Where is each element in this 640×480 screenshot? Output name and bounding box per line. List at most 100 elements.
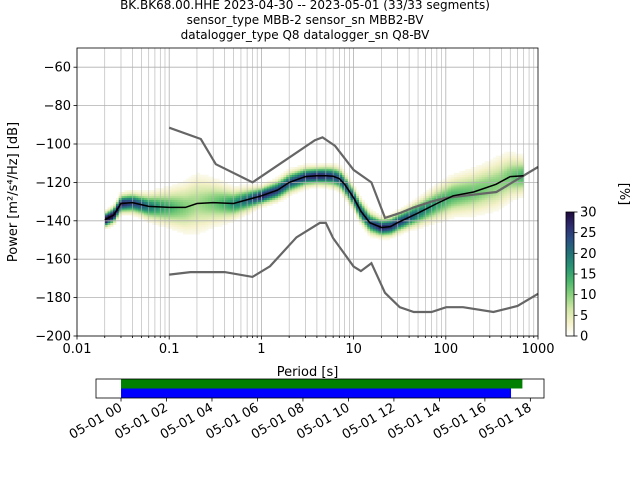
psd-cell bbox=[400, 222, 405, 225]
psd-cell bbox=[328, 163, 332, 166]
psd-cell bbox=[375, 230, 379, 233]
psd-cell bbox=[289, 190, 293, 193]
psd-cell bbox=[205, 195, 209, 199]
psd-cell bbox=[205, 186, 209, 189]
psd-cell bbox=[487, 188, 491, 191]
psd-cell bbox=[263, 192, 268, 195]
psd-cell bbox=[490, 170, 494, 174]
psd-cell bbox=[266, 193, 270, 197]
psd-cell bbox=[155, 209, 159, 212]
psd-cell bbox=[344, 192, 349, 195]
psd-cell bbox=[520, 193, 525, 197]
psd-cell bbox=[498, 155, 502, 158]
psd-cell bbox=[501, 195, 505, 199]
psd-cell bbox=[467, 168, 472, 172]
psd-cell bbox=[384, 224, 388, 227]
psd-cell bbox=[431, 222, 435, 225]
psd-cell bbox=[185, 201, 189, 204]
psd-cell bbox=[311, 184, 315, 187]
psd-cell bbox=[182, 218, 187, 222]
psd-cell bbox=[194, 176, 198, 179]
psd-cell bbox=[277, 192, 282, 195]
psd-cell bbox=[300, 190, 304, 193]
psd-cell bbox=[442, 188, 446, 191]
y-tick-label: −180 bbox=[35, 291, 71, 306]
psd-cell bbox=[492, 193, 497, 197]
psd-cell bbox=[501, 201, 505, 204]
psd-cell bbox=[202, 228, 206, 231]
psd-cell bbox=[509, 167, 513, 170]
psd-cell bbox=[400, 232, 405, 235]
psd-cell bbox=[104, 211, 108, 214]
psd-cell bbox=[487, 195, 491, 199]
psd-cell bbox=[518, 159, 522, 162]
psd-cell bbox=[275, 182, 279, 185]
psd-cell bbox=[381, 220, 385, 224]
psd-cell bbox=[367, 207, 371, 210]
psd-cell bbox=[398, 228, 402, 231]
psd-cell bbox=[411, 224, 416, 227]
psd-cell bbox=[375, 216, 379, 220]
psd-cell bbox=[442, 195, 446, 199]
psd-cell bbox=[155, 213, 159, 216]
psd-cell bbox=[459, 174, 463, 177]
psd-cell bbox=[127, 207, 131, 210]
psd-cell bbox=[487, 199, 491, 202]
psd-cell bbox=[247, 211, 251, 214]
psd-cell bbox=[121, 213, 125, 216]
psd-cell bbox=[174, 197, 178, 200]
psd-cell bbox=[286, 188, 290, 191]
colorbar-tick-label: 5 bbox=[580, 309, 588, 324]
psd-cell bbox=[107, 209, 111, 212]
psd-cell bbox=[473, 195, 477, 199]
psd-cell bbox=[381, 224, 385, 227]
psd-cell bbox=[205, 228, 209, 231]
psd-cell bbox=[300, 174, 304, 177]
psd-cell bbox=[364, 213, 368, 216]
psd-cell bbox=[515, 180, 519, 183]
psd-cell bbox=[409, 218, 413, 222]
psd-cell bbox=[146, 211, 150, 214]
psd-cell bbox=[104, 224, 108, 227]
psd-cell bbox=[473, 170, 477, 174]
psd-cell bbox=[339, 176, 343, 179]
psd-cell bbox=[317, 180, 321, 183]
psd-cell bbox=[492, 201, 497, 204]
psd-cell bbox=[361, 205, 365, 208]
psd-cell bbox=[328, 188, 332, 191]
psd-cell bbox=[370, 209, 374, 212]
psd-cell bbox=[520, 167, 525, 170]
psd-cell bbox=[364, 209, 368, 212]
psd-cell bbox=[166, 222, 170, 225]
psd-cell bbox=[484, 195, 488, 199]
psd-cell bbox=[456, 207, 460, 210]
psd-cell bbox=[277, 180, 282, 183]
psd-cell bbox=[423, 218, 427, 222]
psd-cell bbox=[169, 195, 173, 199]
psd-cell bbox=[381, 216, 385, 220]
psd-cell bbox=[146, 203, 150, 206]
psd-cell bbox=[325, 165, 329, 168]
psd-cell bbox=[319, 180, 324, 183]
psd-cell bbox=[266, 201, 270, 204]
psd-cell bbox=[152, 213, 156, 216]
psd-cell bbox=[473, 174, 477, 177]
psd-cell bbox=[124, 190, 128, 193]
psd-cell bbox=[314, 168, 318, 172]
psd-cell bbox=[280, 190, 284, 193]
psd-cell bbox=[210, 218, 215, 222]
psd-cell bbox=[428, 199, 432, 202]
psd-cell bbox=[280, 178, 284, 181]
psd-cell bbox=[364, 207, 368, 210]
psd-cell bbox=[442, 209, 446, 212]
psd-cell bbox=[403, 228, 407, 231]
psd-cell bbox=[180, 218, 184, 222]
psd-cell bbox=[169, 201, 173, 204]
psd-cell bbox=[520, 192, 525, 195]
psd-cell bbox=[395, 224, 399, 227]
psd-cell bbox=[291, 186, 296, 189]
psd-cell bbox=[157, 201, 162, 204]
psd-cell bbox=[459, 211, 463, 214]
psd-cell bbox=[238, 203, 243, 206]
psd-cell bbox=[361, 215, 365, 218]
